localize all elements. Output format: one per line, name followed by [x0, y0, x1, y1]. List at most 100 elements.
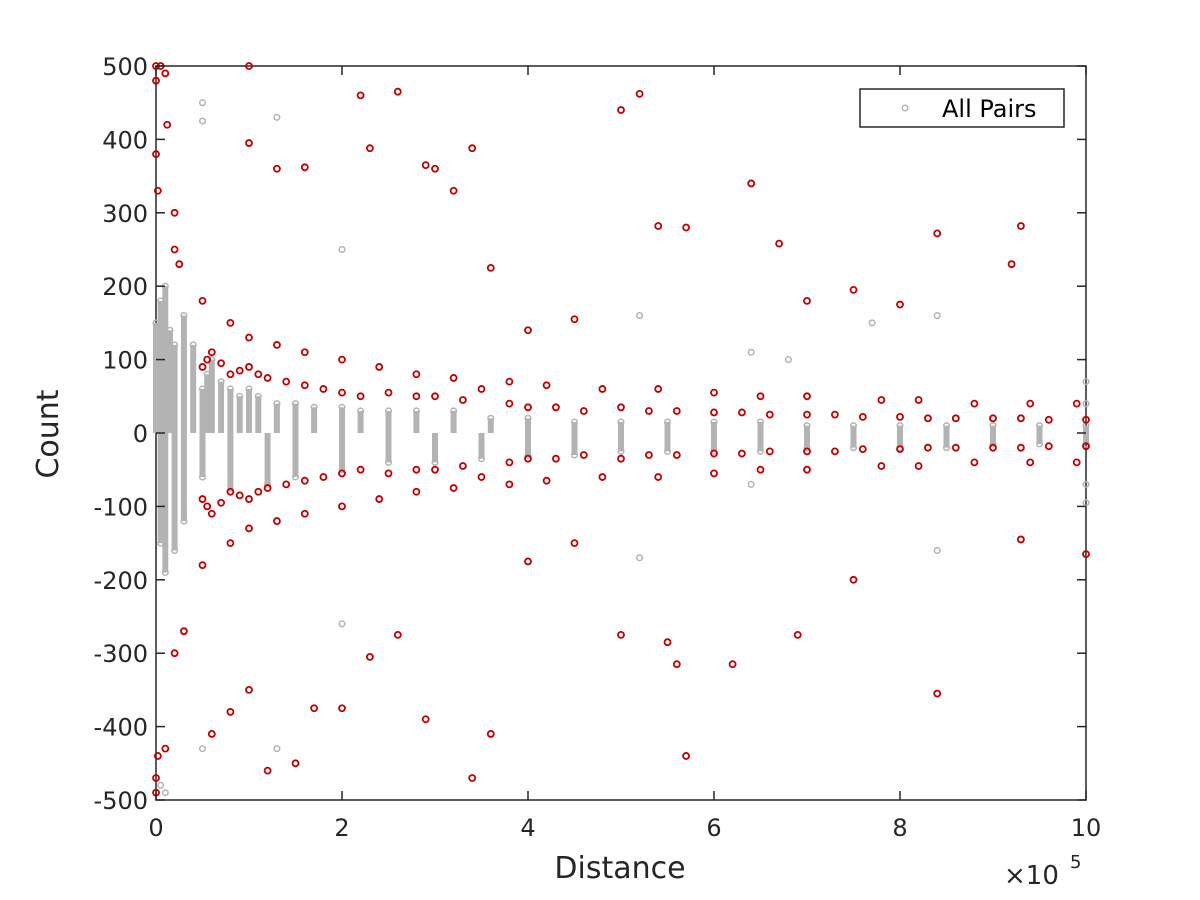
- highlight-point: [1072, 399, 1081, 408]
- all-pairs-point: [1035, 422, 1044, 430]
- all-pairs-point: [710, 418, 718, 426]
- all-pairs-point: [157, 297, 165, 305]
- all-pairs-point: [636, 312, 644, 320]
- x-tick-label: 2: [334, 814, 349, 842]
- highlight-point: [924, 443, 932, 452]
- highlight-point: [468, 774, 477, 782]
- highlight-point: [654, 222, 663, 230]
- all-pairs-point: [747, 480, 755, 488]
- highlight-point: [477, 385, 486, 393]
- all-pairs-point: [431, 458, 439, 466]
- highlight-point: [803, 410, 811, 419]
- all-pairs-point: [1035, 440, 1044, 448]
- highlight-point: [1082, 550, 1090, 559]
- highlight-point: [951, 443, 960, 452]
- highlight-point: [198, 296, 207, 305]
- highlight-point: [338, 469, 346, 478]
- highlight-point: [654, 385, 663, 393]
- highlight-point: [226, 487, 235, 496]
- highlight-point: [412, 392, 421, 401]
- all-pairs-point: [152, 319, 160, 327]
- highlight-point: [570, 315, 579, 324]
- all-pairs-point: [198, 99, 207, 107]
- highlight-point: [412, 370, 421, 379]
- highlight-point: [831, 410, 839, 419]
- all-pairs-point: [412, 407, 420, 415]
- all-pairs-point: [570, 418, 579, 426]
- highlight-point: [449, 186, 458, 195]
- highlight-point: [1017, 414, 1025, 423]
- highlight-point: [207, 730, 216, 738]
- all-pairs-point: [1082, 480, 1090, 488]
- highlight-point: [198, 561, 207, 570]
- highlight-point: [849, 575, 858, 584]
- all-pairs-point: [989, 422, 997, 430]
- highlight-point: [877, 396, 886, 404]
- highlight-point: [831, 447, 839, 456]
- highlight-point: [263, 484, 272, 492]
- all-pairs-point: [264, 480, 272, 488]
- x-tick-label: 6: [706, 814, 721, 842]
- highlight-point: [300, 509, 309, 518]
- legend-marker: [901, 104, 909, 112]
- highlight-point: [338, 704, 346, 713]
- all-pairs-point: [663, 418, 672, 426]
- highlight-point: [468, 144, 477, 153]
- marks-layer: [152, 62, 1090, 797]
- highlight-point: [951, 414, 960, 423]
- highlight-point: [198, 363, 207, 371]
- highlight-point: [524, 326, 532, 335]
- highlight-point: [263, 374, 272, 382]
- x-tick-label: 0: [148, 814, 163, 842]
- highlight-point: [710, 469, 718, 478]
- all-pairs-point: [784, 356, 792, 364]
- highlight-point: [803, 447, 811, 456]
- highlight-point: [542, 476, 551, 485]
- highlight-point: [682, 223, 690, 232]
- all-pairs-point: [273, 400, 281, 408]
- all-pairs-point: [868, 319, 876, 327]
- highlight-point: [421, 715, 430, 724]
- highlight-point: [245, 495, 253, 503]
- highlight-point: [1082, 442, 1090, 451]
- all-pairs-point: [198, 745, 207, 753]
- highlight-point: [970, 458, 979, 467]
- highlight-point: [738, 408, 746, 417]
- highlight-point: [217, 359, 226, 368]
- highlight-point: [226, 370, 235, 379]
- all-pairs-point: [189, 341, 197, 349]
- highlight-point: [877, 462, 886, 470]
- highlight-point: [217, 498, 226, 507]
- all-pairs-point: [803, 444, 811, 452]
- highlight-point: [617, 630, 625, 639]
- x-exponent-label: ×10 5: [1004, 852, 1081, 891]
- highlight-point: [207, 348, 216, 357]
- highlight-point: [245, 139, 253, 147]
- highlight-point: [272, 164, 281, 173]
- highlight-point: [338, 502, 346, 511]
- highlight-point: [170, 245, 179, 254]
- highlight-point: [245, 524, 253, 533]
- highlight-point: [672, 451, 681, 459]
- highlight-point: [226, 539, 235, 547]
- all-pairs-point: [273, 745, 281, 753]
- highlight-point: [254, 370, 263, 379]
- all-pairs-point: [226, 385, 234, 393]
- all-pairs-point: [338, 466, 346, 474]
- highlight-point: [524, 557, 532, 566]
- highlight-point: [672, 660, 681, 669]
- x-exponent-base: ×10: [1004, 861, 1059, 891]
- highlight-point: [291, 759, 300, 768]
- all-pairs-point: [803, 422, 811, 430]
- all-pairs-point: [1082, 499, 1090, 507]
- highlight-point: [1017, 535, 1025, 544]
- highlight-point: [672, 407, 681, 415]
- y-tick-label: 500: [102, 53, 148, 81]
- all-pairs-point: [180, 517, 188, 525]
- highlight-point: [375, 363, 384, 371]
- all-pairs-point: [933, 546, 941, 554]
- highlight-point: [1044, 415, 1053, 424]
- all-pairs-point: [338, 245, 346, 254]
- highlight-point: [226, 318, 235, 327]
- x-exponent-power: 5: [1070, 852, 1081, 873]
